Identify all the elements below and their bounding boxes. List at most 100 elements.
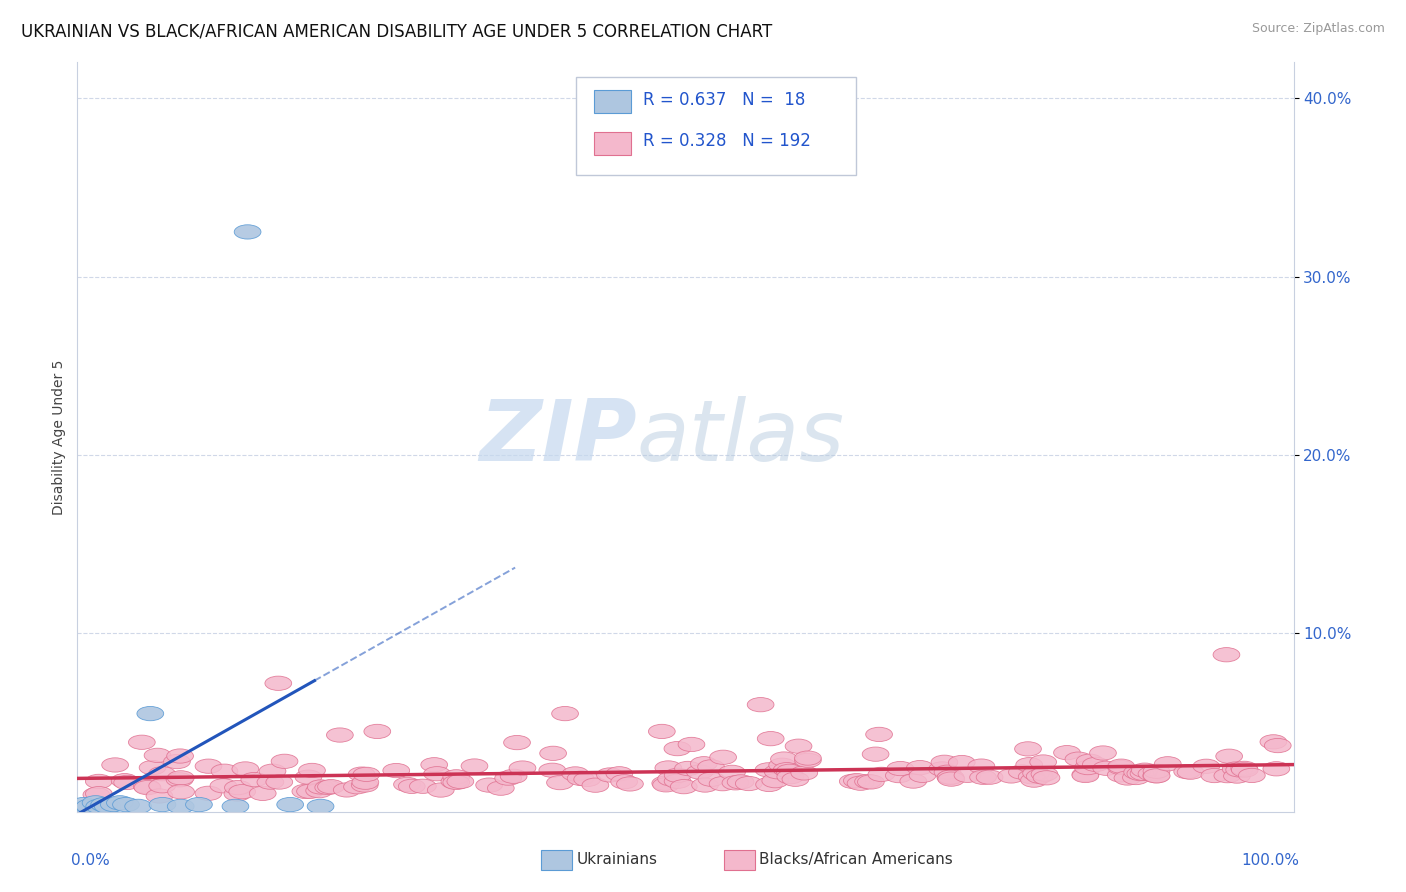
Ellipse shape xyxy=(1213,769,1240,783)
Ellipse shape xyxy=(538,764,565,778)
Ellipse shape xyxy=(1026,769,1053,783)
Ellipse shape xyxy=(1137,766,1164,780)
Ellipse shape xyxy=(134,780,160,795)
Ellipse shape xyxy=(112,797,139,812)
Ellipse shape xyxy=(146,789,173,803)
Ellipse shape xyxy=(758,731,785,746)
Ellipse shape xyxy=(145,748,172,763)
Ellipse shape xyxy=(266,775,292,789)
Ellipse shape xyxy=(501,769,527,783)
Ellipse shape xyxy=(934,765,960,780)
Ellipse shape xyxy=(868,767,894,781)
Ellipse shape xyxy=(271,754,298,768)
Ellipse shape xyxy=(352,775,378,789)
Ellipse shape xyxy=(1222,762,1249,776)
Ellipse shape xyxy=(1008,765,1035,780)
Ellipse shape xyxy=(315,780,342,795)
Ellipse shape xyxy=(1132,763,1159,777)
Ellipse shape xyxy=(610,774,637,789)
Ellipse shape xyxy=(858,775,884,789)
Text: R = 0.328   N = 192: R = 0.328 N = 192 xyxy=(643,132,811,150)
Ellipse shape xyxy=(955,768,981,782)
Ellipse shape xyxy=(710,750,737,764)
Ellipse shape xyxy=(222,799,249,814)
Ellipse shape xyxy=(540,747,567,761)
Ellipse shape xyxy=(1074,761,1101,775)
Ellipse shape xyxy=(855,774,882,789)
Ellipse shape xyxy=(547,775,574,789)
Ellipse shape xyxy=(1029,755,1056,769)
Ellipse shape xyxy=(1108,768,1135,782)
Ellipse shape xyxy=(167,771,194,785)
Y-axis label: Disability Age Under 5: Disability Age Under 5 xyxy=(52,359,66,515)
Ellipse shape xyxy=(326,728,353,742)
Text: Blacks/African Americans: Blacks/African Americans xyxy=(759,853,953,867)
Ellipse shape xyxy=(839,774,866,789)
Ellipse shape xyxy=(394,777,420,791)
Ellipse shape xyxy=(1260,735,1286,749)
Ellipse shape xyxy=(1114,771,1140,785)
Ellipse shape xyxy=(264,676,291,690)
Ellipse shape xyxy=(582,778,609,792)
Ellipse shape xyxy=(723,776,749,790)
Ellipse shape xyxy=(134,780,160,794)
Ellipse shape xyxy=(1143,769,1170,783)
Ellipse shape xyxy=(128,735,155,749)
Ellipse shape xyxy=(136,706,163,721)
Ellipse shape xyxy=(1066,752,1092,766)
Ellipse shape xyxy=(692,778,718,792)
Ellipse shape xyxy=(567,772,593,786)
Ellipse shape xyxy=(664,774,690,789)
Ellipse shape xyxy=(125,799,152,814)
Ellipse shape xyxy=(166,772,193,787)
Ellipse shape xyxy=(1018,770,1045,784)
Ellipse shape xyxy=(718,765,745,780)
Ellipse shape xyxy=(664,768,690,782)
Ellipse shape xyxy=(240,772,267,787)
Ellipse shape xyxy=(769,758,796,772)
Ellipse shape xyxy=(1123,765,1150,780)
Ellipse shape xyxy=(503,735,530,749)
Ellipse shape xyxy=(900,774,927,789)
Ellipse shape xyxy=(1239,768,1265,782)
Ellipse shape xyxy=(353,767,380,781)
Ellipse shape xyxy=(866,727,893,741)
Ellipse shape xyxy=(686,765,713,780)
Ellipse shape xyxy=(671,780,697,794)
Ellipse shape xyxy=(862,747,889,761)
Ellipse shape xyxy=(617,777,644,791)
Ellipse shape xyxy=(308,780,335,794)
Text: ZIP: ZIP xyxy=(479,395,637,479)
Text: Ukrainians: Ukrainians xyxy=(576,853,658,867)
Ellipse shape xyxy=(111,773,138,788)
Ellipse shape xyxy=(938,772,965,786)
Ellipse shape xyxy=(1130,766,1157,780)
Ellipse shape xyxy=(343,780,370,794)
Ellipse shape xyxy=(224,787,250,801)
Ellipse shape xyxy=(762,773,789,788)
Ellipse shape xyxy=(1177,765,1204,780)
Ellipse shape xyxy=(70,797,97,812)
Ellipse shape xyxy=(398,780,425,794)
Ellipse shape xyxy=(1223,769,1250,783)
Ellipse shape xyxy=(382,764,409,778)
Ellipse shape xyxy=(678,738,704,752)
Ellipse shape xyxy=(1226,763,1253,777)
Ellipse shape xyxy=(186,797,212,812)
Ellipse shape xyxy=(295,770,322,784)
Ellipse shape xyxy=(664,741,690,756)
Ellipse shape xyxy=(91,797,118,812)
Ellipse shape xyxy=(1122,771,1149,785)
Ellipse shape xyxy=(443,775,470,789)
Ellipse shape xyxy=(76,799,103,814)
Ellipse shape xyxy=(1071,768,1099,782)
Ellipse shape xyxy=(735,776,762,790)
Ellipse shape xyxy=(1128,766,1154,780)
Ellipse shape xyxy=(1230,761,1257,775)
Ellipse shape xyxy=(1022,766,1049,780)
Ellipse shape xyxy=(249,786,276,800)
Ellipse shape xyxy=(1076,754,1104,768)
Ellipse shape xyxy=(1015,742,1042,756)
Ellipse shape xyxy=(1015,757,1043,772)
Ellipse shape xyxy=(755,777,783,791)
